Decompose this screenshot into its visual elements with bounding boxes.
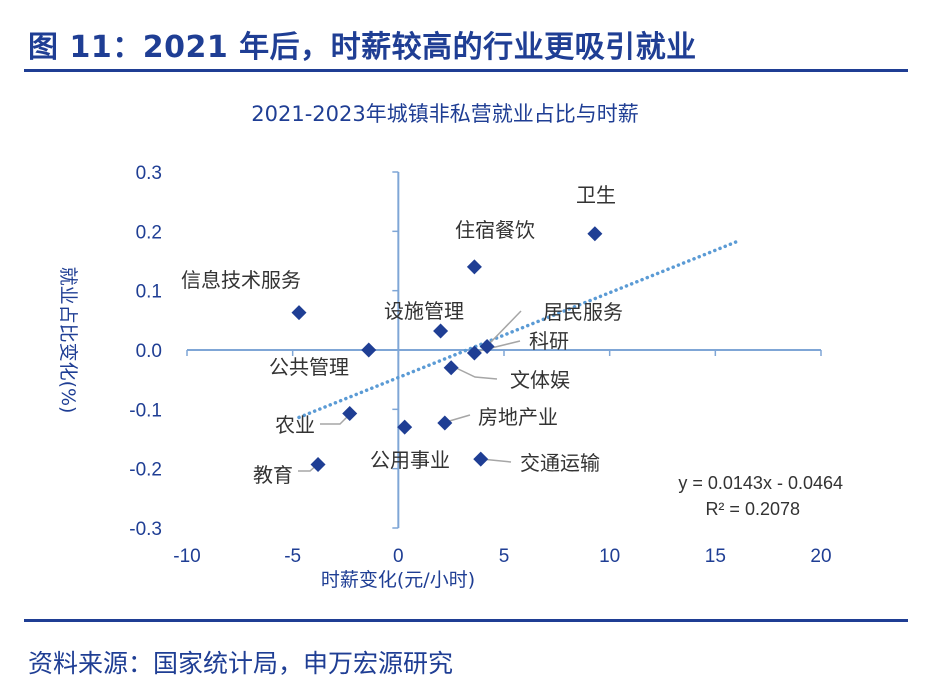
- data-point-marker: [466, 259, 482, 275]
- data-point-marker: [443, 360, 459, 376]
- x-tick-label: 0: [393, 546, 404, 567]
- trendline: [297, 240, 739, 420]
- y-tick-label: 0.1: [136, 282, 162, 303]
- data-point-marker: [291, 305, 307, 321]
- data-point-label: 居民服务: [543, 300, 623, 324]
- leader-lines: [298, 310, 522, 472]
- data-point-label: 卫生: [576, 183, 616, 207]
- data-point-label: 房地产业: [478, 405, 558, 429]
- x-tick-label: 5: [499, 546, 510, 567]
- y-tick-label: -0.2: [129, 460, 162, 481]
- leader-line: [451, 365, 498, 380]
- data-point-label: 公共管理: [269, 355, 349, 379]
- data-point-marker: [479, 338, 495, 354]
- data-point-marker: [397, 419, 413, 435]
- footer-divider: [24, 619, 908, 622]
- data-point-label: 农业: [275, 413, 315, 437]
- leader-line: [474, 340, 521, 353]
- y-axis-title: 就业占比变化(%): [57, 267, 79, 414]
- title-divider: [24, 69, 908, 72]
- y-tick-label: -0.3: [129, 519, 162, 540]
- data-point-label: 教育: [253, 463, 293, 487]
- data-point-marker: [587, 226, 603, 242]
- x-tick-label: 10: [599, 546, 620, 567]
- data-point-marker: [437, 415, 453, 431]
- data-point-label: 公用事业: [370, 448, 450, 472]
- y-tick-label: 0.0: [136, 341, 162, 362]
- data-point-label: 交通运输: [520, 451, 600, 475]
- y-tick-label: -0.1: [129, 400, 162, 421]
- data-point-marker: [361, 342, 377, 358]
- trendline-equation: y = 0.0143x - 0.0464: [678, 473, 843, 493]
- data-point-label: 住宿餐饮: [455, 218, 535, 242]
- x-tick-label: -5: [284, 546, 301, 567]
- x-axis-title: 时薪变化(元/小时): [321, 569, 475, 591]
- leader-line: [488, 310, 522, 345]
- chart-axes: -10 -5 0 5 10 15 20 0.3 0.2 0.1 0.0 -0.1 -0.2 -0.3: [129, 163, 831, 567]
- data-point-marker: [342, 405, 358, 421]
- x-tick-label: 15: [705, 546, 726, 567]
- figure-title: 图 11：2021 年后，时薪较高的行业更吸引就业: [28, 30, 697, 65]
- y-tick-label: 0.2: [136, 222, 162, 243]
- data-point-marker: [433, 323, 449, 339]
- data-point-label: 设施管理: [384, 299, 464, 323]
- x-tick-label: 20: [810, 546, 831, 567]
- x-tick-label: -10: [173, 546, 200, 567]
- data-markers: [291, 226, 603, 473]
- data-point-label: 文体娱: [510, 368, 570, 392]
- trendline-layer: [297, 240, 739, 420]
- source-note: 资料来源：国家统计局，申万宏源研究: [28, 649, 454, 678]
- chart-title: 2021-2023年城镇非私营就业占比与时薪: [251, 102, 638, 126]
- data-point-marker: [310, 457, 326, 473]
- data-point-label: 信息技术服务: [181, 268, 301, 292]
- trendline-r2: R² = 0.2078: [705, 499, 800, 519]
- data-point-marker: [466, 345, 482, 361]
- data-point-marker: [473, 451, 489, 467]
- data-point-label: 科研: [529, 329, 569, 353]
- y-tick-label: 0.3: [136, 163, 162, 184]
